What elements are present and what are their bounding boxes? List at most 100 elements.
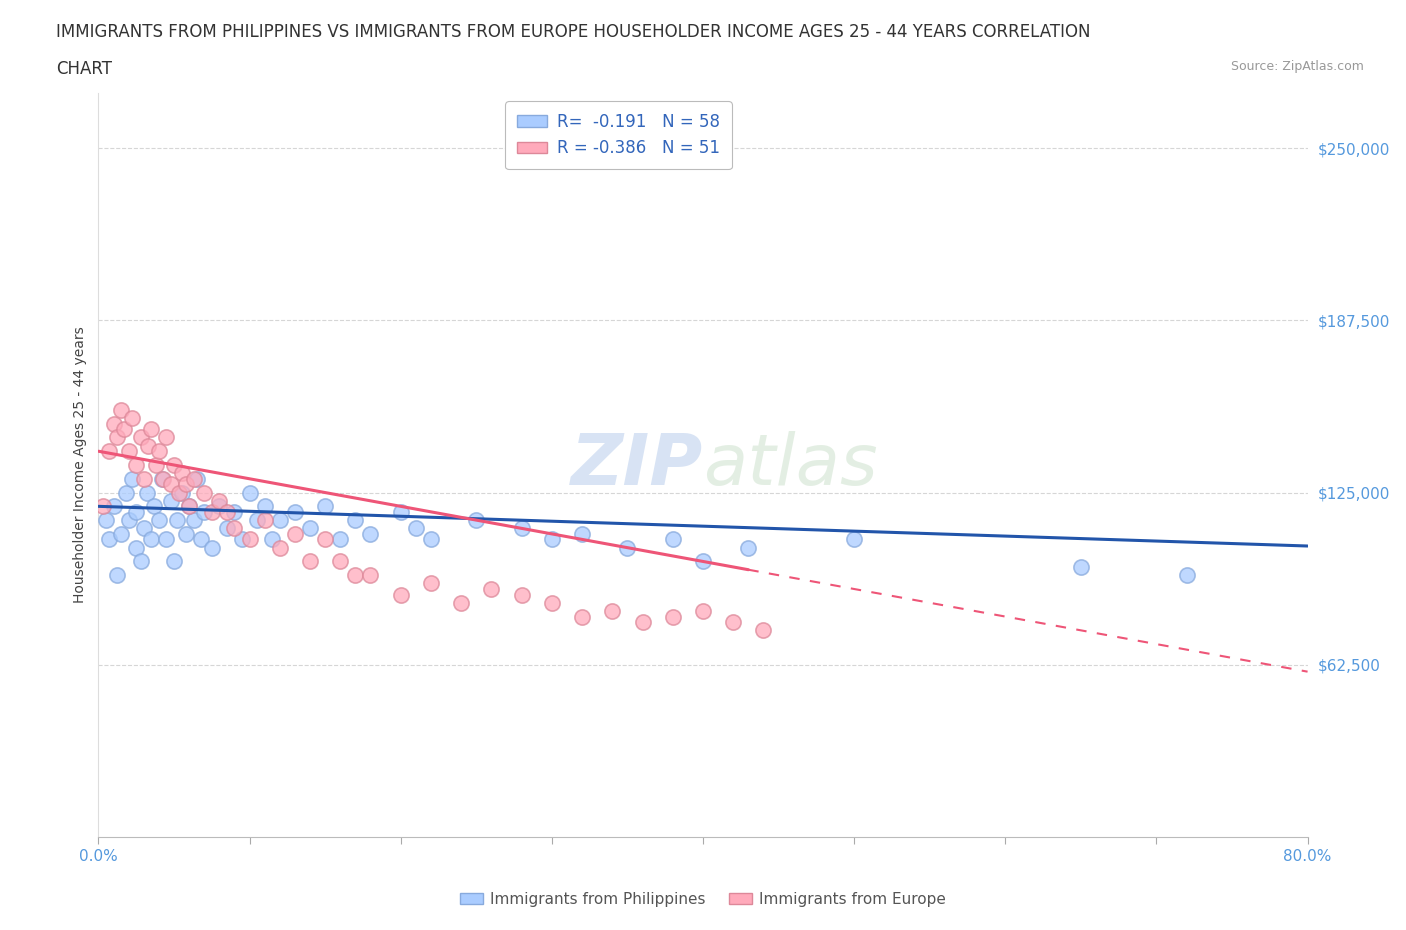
Point — [1070, 560, 1092, 575]
Point — [329, 532, 352, 547]
Point — [193, 485, 215, 500]
Text: IMMIGRANTS FROM PHILIPPINES VS IMMIGRANTS FROM EUROPE HOUSEHOLDER INCOME AGES 25: IMMIGRANTS FROM PHILIPPINES VS IMMIGRANT… — [56, 23, 1091, 41]
Point — [201, 540, 224, 555]
Point — [132, 521, 155, 536]
Point — [167, 485, 190, 500]
Point — [174, 477, 197, 492]
Point — [190, 532, 212, 547]
Point — [224, 521, 246, 536]
Point — [166, 512, 188, 527]
Point — [405, 521, 427, 536]
Point — [152, 472, 174, 486]
Point — [118, 512, 141, 527]
Point — [481, 581, 503, 596]
Point — [215, 521, 238, 536]
Point — [571, 609, 593, 624]
Legend: R=  -0.191   N = 58, R = -0.386   N = 51: R= -0.191 N = 58, R = -0.386 N = 51 — [505, 101, 731, 169]
Point — [136, 438, 159, 453]
Point — [148, 444, 170, 458]
Point — [510, 587, 533, 602]
Point — [419, 532, 441, 547]
Point — [118, 444, 141, 458]
Point — [284, 526, 307, 541]
Point — [170, 485, 193, 500]
Point — [844, 532, 866, 547]
Point — [215, 504, 238, 519]
Point — [174, 526, 197, 541]
Point — [208, 494, 231, 509]
Point — [98, 444, 121, 458]
Point — [145, 458, 167, 472]
Point — [602, 604, 624, 618]
Point — [121, 411, 143, 426]
Point — [143, 498, 166, 513]
Text: CHART: CHART — [56, 60, 112, 78]
Point — [616, 540, 638, 555]
Point — [269, 512, 291, 527]
Point — [239, 532, 262, 547]
Text: ZIP: ZIP — [571, 431, 703, 499]
Point — [661, 532, 683, 547]
Point — [170, 466, 193, 481]
Point — [135, 485, 157, 500]
Point — [253, 512, 276, 527]
Point — [1175, 568, 1198, 583]
Point — [110, 403, 132, 418]
Point — [155, 532, 177, 547]
Text: Source: ZipAtlas.com: Source: ZipAtlas.com — [1230, 60, 1364, 73]
Point — [114, 485, 136, 500]
Point — [360, 568, 382, 583]
Point — [193, 504, 215, 519]
Point — [344, 512, 367, 527]
Point — [231, 532, 253, 547]
Point — [163, 458, 186, 472]
Point — [329, 554, 352, 569]
Point — [737, 540, 759, 555]
Point — [103, 417, 125, 432]
Point — [253, 498, 276, 513]
Point — [540, 532, 562, 547]
Point — [314, 498, 336, 513]
Point — [465, 512, 488, 527]
Point — [129, 554, 152, 569]
Point — [150, 472, 173, 486]
Point — [262, 532, 284, 547]
Point — [450, 595, 472, 610]
Point — [224, 504, 246, 519]
Point — [125, 458, 148, 472]
Point — [141, 532, 163, 547]
Point — [692, 604, 714, 618]
Point — [183, 512, 205, 527]
Point — [91, 498, 114, 513]
Point — [155, 430, 177, 445]
Point — [360, 526, 382, 541]
Point — [141, 421, 163, 436]
Point — [510, 521, 533, 536]
Text: atlas: atlas — [703, 431, 877, 499]
Point — [105, 568, 128, 583]
Point — [177, 498, 201, 513]
Point — [239, 485, 262, 500]
Point — [98, 532, 121, 547]
Point — [284, 504, 307, 519]
Point — [110, 526, 132, 541]
Point — [129, 430, 152, 445]
Point — [246, 512, 269, 527]
Point — [94, 512, 117, 527]
Point — [125, 504, 148, 519]
Point — [160, 494, 183, 509]
Point — [183, 472, 205, 486]
Point — [160, 477, 183, 492]
Point — [571, 526, 593, 541]
Point — [112, 421, 135, 436]
Point — [419, 576, 441, 591]
Point — [177, 498, 201, 513]
Point — [692, 554, 714, 569]
Point — [105, 430, 128, 445]
Point — [631, 615, 654, 630]
Point — [201, 504, 224, 519]
Y-axis label: Householder Income Ages 25 - 44 years: Householder Income Ages 25 - 44 years — [73, 326, 87, 604]
Point — [299, 554, 322, 569]
Point — [299, 521, 322, 536]
Point — [344, 568, 367, 583]
